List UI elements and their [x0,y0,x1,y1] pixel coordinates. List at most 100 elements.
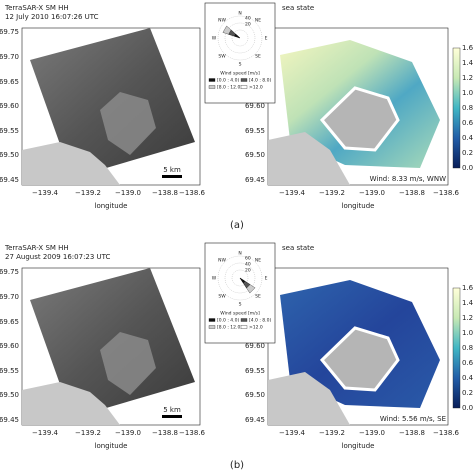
wind-label: Wind: 8.33 m/s, WNW [370,175,446,183]
y-tick-label: 69.55 [245,127,265,135]
colorbar-tick-label: 0.8 [462,104,473,112]
rose-ring [217,255,263,301]
sar-date: 12 July 2010 16:07:26 UTC [5,13,99,21]
sea-title: sea state [282,4,314,12]
y-tick-label: 69.60 [0,342,19,350]
x-tick-label: −138.8 [399,189,425,197]
y-tick-label: 69.50 [0,391,19,399]
compass-label: SW [218,294,226,300]
compass-label: W [212,36,217,42]
x-tick-label: −138.6 [433,189,459,197]
y-tick-label: 69.70 [0,53,19,61]
compass-label: SW [218,54,226,60]
legend-swatch [240,318,248,322]
legend-swatch [240,78,248,82]
y-tick-label: 69.55 [245,367,265,375]
ring-label: 60 [245,256,251,262]
legend-swatch [208,325,216,329]
y-tick-label: 69.60 [245,102,265,110]
compass-label: NE [255,258,261,264]
colorbar-tick-label: 1.2 [462,314,473,322]
scale-label: 5 km [163,166,181,174]
x-tick-label: −138.6 [433,429,459,437]
y-tick-label: 69.45 [245,176,265,184]
x-tick-label: −139.4 [32,189,58,197]
wind-label: Wind: 5.56 m/s, SE [380,415,446,423]
x-tick-label: −139.2 [75,189,101,197]
colorbar-tick-label: 1.4 [462,299,474,307]
panel-label: (b) [230,460,244,471]
land [22,142,120,185]
colorbar-tick-label: 0.4 [462,134,474,142]
colorbar-tick-label: 0.2 [462,389,473,397]
rose-ring [224,262,256,294]
x-tick-label: −138.6 [179,189,205,197]
colorbar-tick-label: 1.4 [462,59,474,67]
compass-label: S [239,302,242,308]
compass-label: S [239,62,242,68]
rose-wedge [239,277,246,284]
island [100,92,156,155]
colorbar-tick-label: 0.2 [462,149,473,157]
x-tick-label: −139.4 [279,429,305,437]
rose-ring [231,29,249,47]
compass-label: E [265,276,268,282]
rose-legend-title: Wind speed [m/s] [220,71,260,77]
colorbar [452,47,461,169]
x-tick-label: −139.0 [115,189,141,197]
legend-label: >12.0 [249,85,263,91]
x-tick-label: −139.2 [319,189,345,197]
compass-label: NW [218,258,226,264]
legend-label: [0.0 : 4.0) [217,78,239,84]
ring-label: 40 [245,16,251,22]
compass-label: N [238,11,241,17]
y-tick-label: 69.75 [0,28,19,36]
x-axis-label: longitude [342,442,375,450]
y-tick-label: 69.45 [0,176,19,184]
rose-ring [231,269,249,287]
land [22,382,120,425]
legend-label: [4.0 : 8.0) [249,78,271,84]
wind-rose-box [204,242,276,344]
legend-label: >12.0 [249,325,263,331]
scale-bar [162,415,182,418]
land [268,132,350,185]
y-tick-label: 69.65 [0,78,19,86]
x-axis-label: longitude [342,202,375,210]
y-tick-label: 69.60 [245,342,265,350]
sea-title: sea state [282,244,314,252]
x-tick-label: −138.8 [399,429,425,437]
x-axis-label: longitude [95,442,128,450]
colorbar-tick-label: 1.2 [462,74,473,82]
colorbar-tick-label: 1.6 [462,284,474,292]
colorbar-tick-label: 0.0 [462,404,473,412]
colorbar-tick-label: 0.4 [462,374,474,382]
colorbar-tick-label: 0.8 [462,344,473,352]
x-tick-label: −139.2 [319,429,345,437]
legend-label: [8.0 : 12.0) [217,325,242,331]
ring-label: 20 [245,268,251,274]
rose-ring [224,22,256,54]
legend-swatch [208,85,216,89]
colorbar-tick-label: 1.0 [462,329,473,337]
x-tick-label: −138.6 [179,429,205,437]
y-tick-label: 69.60 [0,102,19,110]
colorbar-tick-label: 0.6 [462,359,474,367]
compass-label: NW [218,18,226,24]
colorbar-tick-label: 0.0 [462,164,473,172]
x-tick-label: −139.4 [279,189,305,197]
legend-label: [8.0 : 12.0) [217,85,242,91]
x-tick-label: −138.8 [152,189,178,197]
x-tick-label: −139.2 [75,429,101,437]
compass-label: NE [255,18,261,24]
scale-label: 5 km [163,406,181,414]
y-tick-label: 69.45 [245,416,265,424]
land [268,372,350,425]
compass-label: N [238,251,241,257]
legend-label: [0.0 : 4.0) [217,318,239,324]
wind-rose-box [204,2,276,104]
compass-label: SE [255,294,261,300]
x-tick-label: −138.8 [152,429,178,437]
